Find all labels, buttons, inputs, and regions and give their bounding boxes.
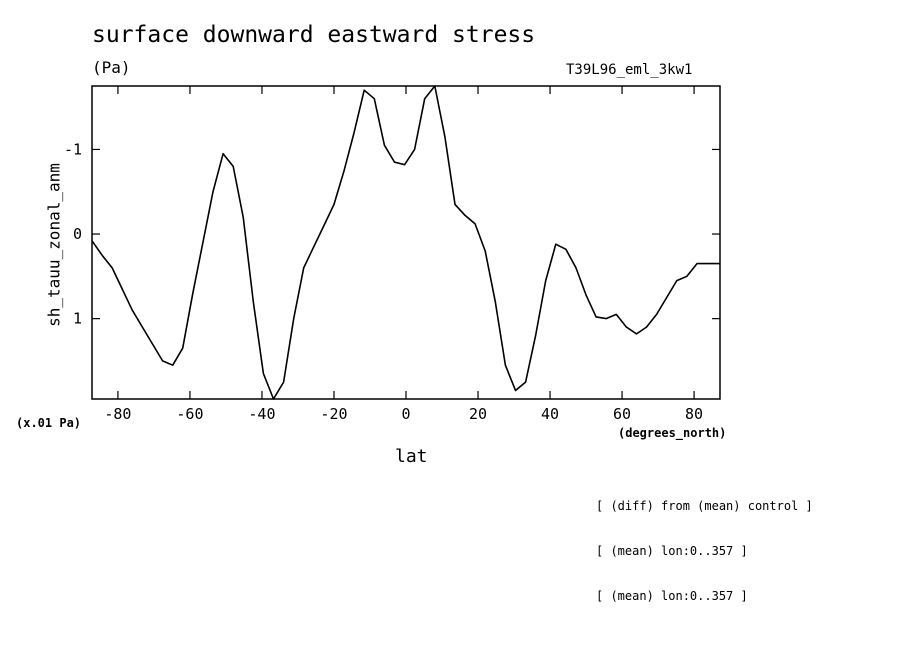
x-tick-label: -80 xyxy=(104,405,131,423)
plot-frame xyxy=(92,86,720,399)
x-tick-label: 80 xyxy=(685,405,703,423)
y-tick-label: -1 xyxy=(64,140,82,158)
series-line xyxy=(92,86,720,399)
y-tick-label: 0 xyxy=(73,225,82,243)
x-tick-label: 60 xyxy=(613,405,631,423)
x-tick-label: -20 xyxy=(320,405,347,423)
x-tick-label: 20 xyxy=(469,405,487,423)
x-tick-label: -40 xyxy=(248,405,275,423)
series-layer xyxy=(92,86,720,399)
x-tick-label: -60 xyxy=(176,405,203,423)
tick-labels: -80 -60 -40 -20 0 20 40 60 80 -1 0 1 xyxy=(64,140,703,423)
x-tick-label: 40 xyxy=(541,405,559,423)
y-tick-label: 1 xyxy=(73,310,82,328)
x-tick-label: 0 xyxy=(401,405,410,423)
axis-ticks xyxy=(92,86,720,399)
